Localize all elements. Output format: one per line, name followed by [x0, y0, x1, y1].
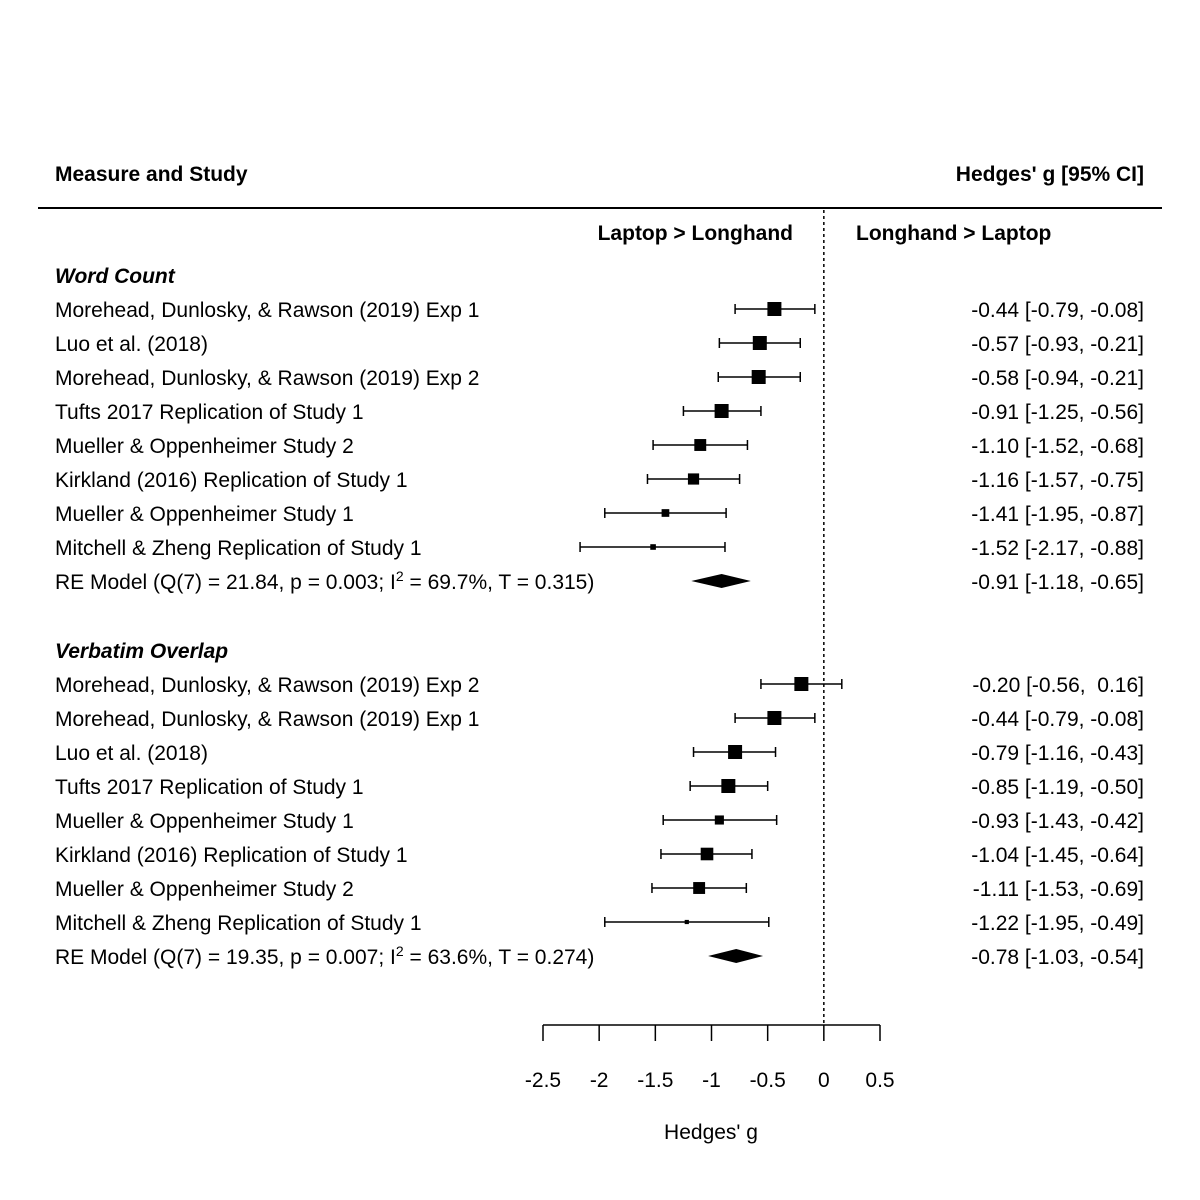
x-tick-label: -1	[702, 1069, 721, 1092]
point-estimate	[700, 847, 714, 861]
direction-right-label: Longhand > Laptop	[856, 222, 1051, 245]
point-estimate	[684, 919, 689, 925]
x-tick-label: -1.5	[637, 1069, 673, 1092]
point-estimate	[694, 439, 707, 451]
study-label: Morehead, Dunlosky, & Rawson (2019) Exp …	[55, 708, 480, 731]
study-label: Mueller & Oppenheimer Study 2	[55, 878, 354, 901]
study-ci-text: -1.11 [-1.53, -0.69]	[973, 878, 1144, 901]
study-ci-text: -1.22 [-1.95, -0.49]	[971, 912, 1144, 935]
point-estimate	[751, 370, 766, 384]
study-ci-text: -0.79 [-1.16, -0.43]	[971, 742, 1144, 765]
study-ci-text: -0.93 [-1.43, -0.42]	[971, 810, 1144, 833]
study-label: Kirkland (2016) Replication of Study 1	[55, 844, 408, 867]
summary-diamond	[708, 949, 764, 963]
study-ci-text: -1.41 [-1.95, -0.87]	[971, 503, 1144, 526]
study-ci-text: -0.20 [-0.56, 0.16]	[972, 674, 1144, 697]
study-label: Mitchell & Zheng Replication of Study 1	[55, 537, 422, 560]
point-estimate	[728, 745, 743, 759]
point-estimate	[767, 711, 782, 725]
summary-label-post: = 63.6%, T = 0.274)	[404, 946, 595, 969]
point-estimate	[714, 404, 729, 418]
point-estimate	[693, 882, 706, 894]
study-label: Kirkland (2016) Replication of Study 1	[55, 469, 408, 492]
study-ci-text: -0.85 [-1.19, -0.50]	[971, 776, 1144, 799]
summary-label-post: = 69.7%, T = 0.315)	[404, 571, 595, 594]
x-tick-label: 0	[818, 1069, 830, 1092]
summary-label-sup: 2	[396, 943, 404, 959]
point-estimate	[650, 544, 656, 550]
study-label: Mueller & Oppenheimer Study 1	[55, 810, 354, 833]
summary-label: RE Model (Q(7) = 21.84, p = 0.003; I2 = …	[55, 568, 594, 594]
study-label: Tufts 2017 Replication of Study 1	[55, 401, 364, 424]
study-ci-text: -1.52 [-2.17, -0.88]	[971, 537, 1144, 560]
point-estimate	[687, 473, 700, 485]
header-right: Hedges' g [95% CI]	[956, 163, 1144, 186]
study-ci-text: -0.91 [-1.25, -0.56]	[971, 401, 1144, 424]
study-label: Luo et al. (2018)	[55, 333, 208, 356]
x-axis: -2.5 -2 -1.5 -1 -0.5 0 0.5	[525, 1024, 895, 1092]
study-label: Morehead, Dunlosky, & Rawson (2019) Exp …	[55, 367, 480, 390]
study-label: Mueller & Oppenheimer Study 1	[55, 503, 354, 526]
summary-label-sup: 2	[396, 568, 404, 584]
point-estimate	[794, 677, 809, 691]
summary-diamond	[691, 574, 751, 588]
header-left: Measure and Study	[55, 163, 248, 186]
group-title: Verbatim Overlap	[55, 640, 228, 663]
x-axis-label: Hedges' g	[664, 1121, 758, 1144]
study-ci-text: -0.57 [-0.93, -0.21]	[971, 333, 1144, 356]
study-ci-text: -1.10 [-1.52, -0.68]	[971, 435, 1144, 458]
point-estimate	[721, 779, 736, 793]
study-label: Luo et al. (2018)	[55, 742, 208, 765]
summary-label-pre: RE Model (Q(7) = 19.35, p = 0.007; I	[55, 946, 396, 969]
study-ci-text: -1.16 [-1.57, -0.75]	[971, 469, 1144, 492]
direction-left-label: Laptop > Longhand	[598, 222, 793, 245]
summary-label-pre: RE Model (Q(7) = 21.84, p = 0.003; I	[55, 571, 396, 594]
study-ci-text: -0.44 [-0.79, -0.08]	[971, 299, 1144, 322]
point-estimate	[752, 336, 767, 350]
summary-ci-text: -0.91 [-1.18, -0.65]	[971, 571, 1144, 594]
study-ci-text: -0.44 [-0.79, -0.08]	[971, 708, 1144, 731]
point-estimate	[767, 302, 782, 316]
study-label: Tufts 2017 Replication of Study 1	[55, 776, 364, 799]
x-tick-label: -2	[590, 1069, 609, 1092]
group-title: Word Count	[55, 265, 176, 288]
summary-ci-text: -0.78 [-1.03, -0.54]	[971, 946, 1144, 969]
plot-rows: Word Count Morehead, Dunlosky, & Rawson (…	[55, 210, 1144, 1025]
x-tick-label: 0.5	[865, 1069, 894, 1092]
point-estimate	[714, 815, 724, 825]
study-label: Mueller & Oppenheimer Study 2	[55, 435, 354, 458]
study-label: Mitchell & Zheng Replication of Study 1	[55, 912, 422, 935]
study-label: Morehead, Dunlosky, & Rawson (2019) Exp …	[55, 299, 480, 322]
study-label: Morehead, Dunlosky, & Rawson (2019) Exp …	[55, 674, 480, 697]
x-tick-label: -0.5	[750, 1069, 786, 1092]
point-estimate	[661, 509, 670, 517]
x-tick-label: -2.5	[525, 1069, 561, 1092]
study-ci-text: -0.58 [-0.94, -0.21]	[971, 367, 1144, 390]
summary-label: RE Model (Q(7) = 19.35, p = 0.007; I2 = …	[55, 943, 594, 969]
study-ci-text: -1.04 [-1.45, -0.64]	[971, 844, 1144, 867]
